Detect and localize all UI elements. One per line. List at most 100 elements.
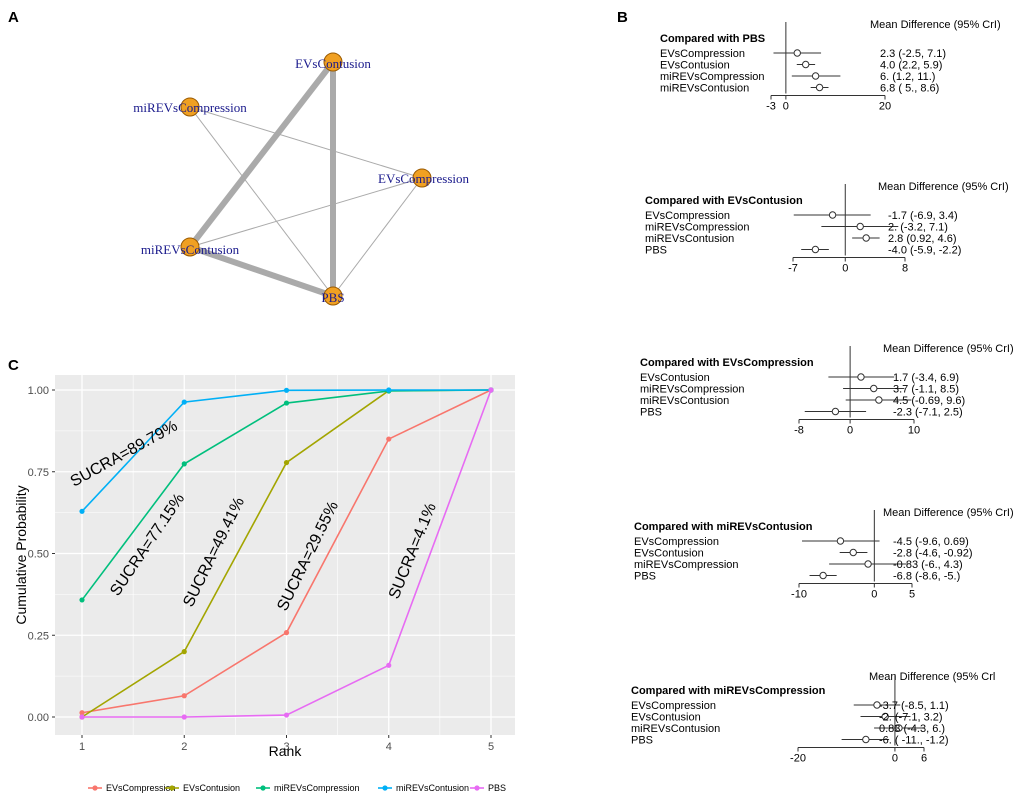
forest-point xyxy=(828,211,837,219)
forest-row-label: EVsContusion xyxy=(634,548,704,560)
legend-item-evscompression: EVsCompression xyxy=(88,783,176,793)
forest-row-label: miREVsContusion xyxy=(631,723,720,735)
forest-row-label: PBS xyxy=(640,407,662,419)
forest-point xyxy=(870,384,878,393)
forest-row-value: -2. (-7.1, 3.2) xyxy=(879,712,943,724)
forest-row-label: miREVsCompression xyxy=(660,71,765,83)
forest-tick-label: -7 xyxy=(788,263,798,275)
forest-row-label: EVsContusion xyxy=(660,60,730,72)
plot-axes: 0.00 0.25 0.50 0.75 1.00 1 2 3 4 5 xyxy=(28,385,494,753)
legend-label: PBS xyxy=(488,783,506,793)
forest-header: Mean Difference (95% CrI) xyxy=(870,19,1001,31)
panel-label-b: B xyxy=(617,9,628,26)
node-label-pbs: PBS xyxy=(321,290,344,305)
forest-tick-label: 0 xyxy=(847,425,853,437)
node-evscompression xyxy=(412,168,432,188)
forest-tick-label: 20 xyxy=(879,101,891,113)
forest-plot-5: Mean Difference (95% Crl Compared with mi… xyxy=(631,671,995,765)
forest-row-value: 2.8 (0.92, 4.6) xyxy=(888,233,957,245)
forest-title: Compared with miREVsCompression xyxy=(631,685,826,697)
legend: EVsCompression EVsContusion miREVsCompress… xyxy=(88,783,506,793)
legend-key-point xyxy=(382,785,388,791)
forest-row-label: EVsCompression xyxy=(660,48,745,60)
legend-label: miREVsContusion xyxy=(396,783,469,793)
forest-plot-3: Mean Difference (95% CrI) Compared with E… xyxy=(640,343,1014,437)
y-axis-label: Cumulative Probability xyxy=(13,485,29,624)
forest-title: Compared with EVsCompression xyxy=(640,357,814,369)
forest-row-value: -3.7 (-8.5, 1.1) xyxy=(879,700,949,712)
x-tick-label: 2 xyxy=(181,741,187,753)
forest-point xyxy=(811,72,820,80)
forest-row-value: -2.3 (-7.1, 2.5) xyxy=(893,407,963,419)
legend-item-evscontusion: EVsContusion xyxy=(165,783,240,793)
node-label-mirevscompression: miREVsCompression xyxy=(133,100,247,115)
y-tick-label: 1.00 xyxy=(28,385,49,397)
forest-tick-label: -10 xyxy=(791,589,807,601)
legend-item-mirevscompression: miREVsCompression xyxy=(256,783,360,793)
forest-plots: Mean Difference (95% CrI) Compared with P… xyxy=(631,19,1014,765)
forest-point xyxy=(793,49,801,57)
series-point-evscompression xyxy=(283,630,290,636)
forest-row-label: miREVsCompression xyxy=(645,222,750,234)
series-point-mirevscompression xyxy=(79,597,85,603)
y-tick-label: 0.75 xyxy=(28,467,49,479)
forest-header: Mean Difference (95% Crl xyxy=(869,671,995,683)
forest-row-label: PBS xyxy=(631,735,653,747)
legend-key-point xyxy=(260,785,266,791)
forest-row-label: miREVsCompression xyxy=(634,559,739,571)
y-tick-label: 0.25 xyxy=(28,630,49,642)
forest-plot-4: Mean Difference (95% CrI) Compared with m… xyxy=(634,507,1014,601)
forest-row-label: miREVsContusion xyxy=(645,233,734,245)
forest-point xyxy=(836,537,845,545)
forest-row-value: -6.8 (-8.6, -5.) xyxy=(893,571,960,583)
forest-point xyxy=(864,560,872,568)
edge-evscontusion-mirevscontusion xyxy=(187,60,336,249)
panel-label-a: A xyxy=(8,9,19,26)
node-mirevscompression xyxy=(180,97,200,117)
series-point-mirevscompression xyxy=(181,461,187,467)
forest-point xyxy=(873,701,881,709)
series-point-mirevscompression xyxy=(283,400,290,406)
forest-tick-label: 0 xyxy=(871,589,877,601)
forest-row-label: EVsCompression xyxy=(645,210,730,222)
node-mirevscontusion xyxy=(180,237,200,257)
forest-row-value: -2.8 (-4.6, -0.92) xyxy=(893,548,972,560)
plot-background xyxy=(55,375,515,735)
y-tick-label: 0.50 xyxy=(28,549,49,561)
forest-tick-label: 5 xyxy=(909,589,915,601)
forest-row-value: 2.3 (-2.5, 7.1) xyxy=(880,48,946,60)
forest-point xyxy=(831,407,840,416)
forest-row-label: EVsContusion xyxy=(631,712,701,724)
series-point-mirevscontusion xyxy=(79,508,85,514)
series-point-evscontusion xyxy=(283,459,290,466)
edge-evscompression-pbs xyxy=(332,177,423,297)
series-point-mirevscontusion xyxy=(181,399,187,405)
edge-mirevscompression-evscompression xyxy=(189,106,423,179)
forest-title: Compared with EVsContusion xyxy=(645,195,803,207)
node-pbs xyxy=(323,286,343,306)
forest-point xyxy=(819,571,827,580)
forest-tick-label: 6 xyxy=(921,753,927,765)
forest-row-value: 1.7 (-3.4, 6.9) xyxy=(893,372,959,384)
forest-header: Mean Difference (95% CrI) xyxy=(883,343,1014,355)
plot-series xyxy=(79,387,494,720)
series-point-evscompression xyxy=(79,710,85,716)
forest-point xyxy=(862,735,870,744)
x-tick-label: 5 xyxy=(488,741,494,753)
forest-row-value: 6.8 ( 5., 8.6) xyxy=(880,83,939,95)
forest-row-value: -6. ( -11., -1.2) xyxy=(879,735,948,747)
forest-point xyxy=(862,234,870,242)
series-point-pbs xyxy=(386,662,392,668)
forest-plot-1: Mean Difference (95% CrI) Compared with P… xyxy=(660,19,1001,113)
forest-row-value: 0.83 (-4.3, 6.) xyxy=(879,723,945,735)
x-tick-label: 3 xyxy=(283,741,289,753)
forest-tick-label: -3 xyxy=(766,101,776,113)
forest-tick-label: 0 xyxy=(783,101,789,113)
forest-point xyxy=(881,712,889,721)
panel-label-c: C xyxy=(8,357,19,374)
x-tick-label: 4 xyxy=(386,741,392,753)
legend-label: EVsCompression xyxy=(106,783,176,793)
forest-point xyxy=(801,60,810,69)
y-tick-label: 0.00 xyxy=(28,712,49,724)
